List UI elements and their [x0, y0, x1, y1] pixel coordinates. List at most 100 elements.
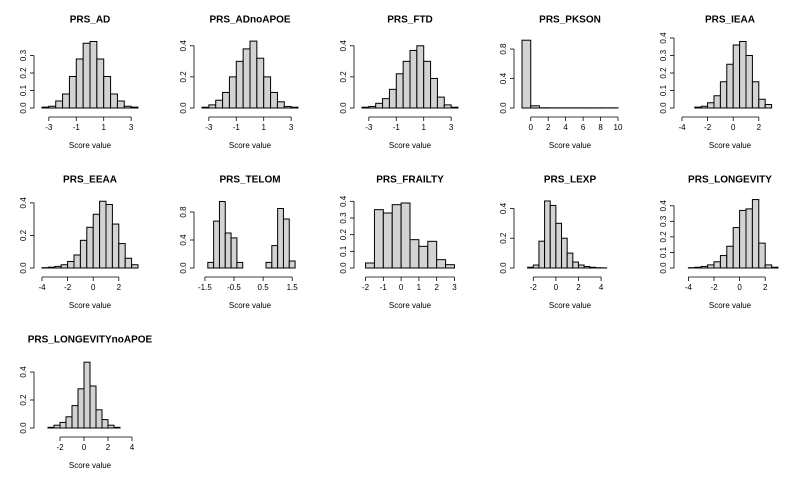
- histogram-bar: [400, 202, 411, 269]
- panel-title: PRS_AD: [70, 15, 111, 26]
- histogram-bar: [527, 266, 534, 269]
- histogram-bar: [719, 81, 728, 109]
- histogram-bar: [409, 49, 418, 109]
- x-axis-label: Score value: [549, 141, 592, 150]
- y-tick-label: 0.2: [19, 229, 28, 241]
- x-tick-label: -2: [56, 443, 64, 452]
- histogram-bar: [391, 204, 402, 269]
- histogram-bar: [271, 245, 279, 269]
- histogram-bar: [277, 208, 284, 269]
- histogram-bar: [694, 266, 702, 269]
- histogram-bar: [105, 204, 113, 269]
- histogram-bar: [423, 60, 432, 109]
- histogram-bar: [700, 105, 709, 109]
- histogram-bar: [99, 200, 107, 269]
- y-tick-label: 0.0: [179, 102, 188, 114]
- histogram-bar: [48, 105, 57, 109]
- histogram-bar: [713, 95, 721, 109]
- y-tick-label: 0.4: [659, 32, 668, 44]
- histogram-bar: [288, 260, 296, 269]
- histogram-bar: [111, 223, 120, 269]
- y-tick-label: 0.4: [659, 200, 668, 212]
- histogram-bar: [521, 39, 532, 109]
- histogram-bar: [416, 45, 425, 109]
- histogram-bar: [764, 104, 773, 109]
- histogram-bar: [382, 212, 393, 269]
- histogram-bar: [445, 264, 455, 269]
- histogram-bar: [53, 424, 61, 429]
- histogram-bar: [73, 254, 81, 269]
- y-tick-label: 0.2: [659, 231, 668, 243]
- histogram-bar: [726, 245, 734, 269]
- histogram-bar: [276, 101, 285, 109]
- x-tick-label: 10: [614, 123, 623, 132]
- x-axis-label: Score value: [69, 301, 112, 310]
- x-tick-label: 3: [452, 283, 457, 292]
- histogram-bar: [96, 58, 105, 109]
- histogram-bar: [92, 213, 101, 269]
- histogram-bar: [418, 245, 429, 269]
- x-tick-label: -3: [45, 123, 53, 132]
- x-tick-label: -4: [685, 283, 693, 292]
- histogram-bar: [583, 266, 591, 269]
- y-tick-label: 0.2: [659, 67, 668, 79]
- panel-title: PRS_LONGEVITY: [688, 175, 772, 186]
- histogram-bar: [55, 100, 64, 109]
- y-tick-label: 0.1: [19, 84, 28, 96]
- histogram-bar: [361, 106, 370, 109]
- x-tick-label: 2: [763, 283, 768, 292]
- histogram-bar: [62, 93, 70, 109]
- y-tick-label: 0.2: [339, 71, 348, 83]
- histogram-bar: [713, 261, 721, 269]
- x-tick-label: 0: [731, 123, 736, 132]
- x-axis-label: Score value: [389, 301, 432, 310]
- x-tick-label: -1.5: [198, 283, 212, 292]
- histogram-bar: [290, 106, 299, 109]
- y-tick-label: 0.8: [179, 206, 188, 218]
- histogram-bar: [47, 426, 55, 429]
- x-tick-label: -4: [678, 123, 686, 132]
- histogram-bar: [561, 237, 568, 269]
- histogram-bar: [764, 264, 773, 269]
- histogram-bar: [409, 239, 420, 269]
- histogram-bar: [249, 40, 258, 109]
- histogram-bar: [530, 105, 540, 109]
- histogram-bar: [443, 104, 452, 109]
- histogram-bar: [68, 76, 77, 109]
- histogram-bar: [215, 99, 224, 109]
- histogram-bar: [572, 261, 579, 269]
- panel-title: PRS_FTD: [387, 15, 433, 26]
- x-axis-label: Score value: [709, 301, 752, 310]
- x-tick-label: -3: [205, 123, 213, 132]
- x-tick-label: -2: [704, 123, 712, 132]
- x-axis-label: Score value: [69, 141, 112, 150]
- x-tick-label: 1: [261, 123, 266, 132]
- y-tick-label: 0.4: [499, 202, 508, 214]
- histogram-bar: [110, 93, 118, 109]
- histogram-bar: [89, 41, 98, 109]
- histogram-bar: [235, 60, 244, 109]
- x-tick-label: -4: [38, 283, 46, 292]
- histogram-bar: [123, 105, 132, 109]
- histogram-bar: [270, 91, 278, 109]
- histogram-bar: [719, 255, 728, 269]
- histogram-bar: [201, 106, 210, 109]
- x-tick-label: 1.5: [287, 283, 299, 292]
- histogram-bar: [116, 100, 125, 109]
- x-tick-label: -1: [380, 283, 388, 292]
- histogram-bar: [54, 265, 62, 269]
- histogram-bar: [694, 106, 702, 109]
- x-axis-label: Score value: [389, 141, 432, 150]
- histogram-bar: [103, 76, 112, 109]
- panel-title: PRS_LEXP: [544, 175, 597, 186]
- x-tick-label: 2: [106, 443, 111, 452]
- y-tick-label: 0.3: [339, 212, 348, 224]
- histogram-bar: [427, 240, 438, 269]
- x-tick-label: 2: [117, 283, 122, 292]
- histogram-bar: [283, 105, 292, 109]
- x-tick-label: -2: [710, 283, 718, 292]
- histogram-bar: [577, 264, 585, 269]
- histogram-bar: [758, 98, 766, 109]
- histogram-bar: [544, 200, 551, 269]
